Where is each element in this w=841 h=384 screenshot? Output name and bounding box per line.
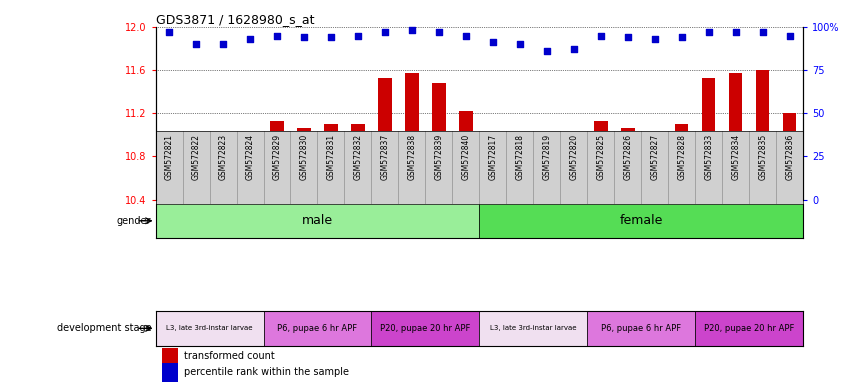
Point — [540, 48, 553, 54]
Bar — [486, 150, 500, 200]
Bar — [479, 204, 803, 238]
Text: GSM572823: GSM572823 — [219, 134, 228, 180]
Text: GSM572833: GSM572833 — [704, 134, 713, 180]
Bar — [189, 192, 203, 200]
Text: GDS3871 / 1628980_s_at: GDS3871 / 1628980_s_at — [156, 13, 314, 26]
Text: GSM572826: GSM572826 — [623, 134, 632, 180]
Bar — [352, 124, 365, 200]
Bar — [696, 311, 803, 346]
Text: GSM572838: GSM572838 — [407, 134, 416, 180]
Bar — [263, 311, 372, 346]
Point — [378, 29, 392, 35]
Point — [513, 41, 526, 47]
Text: GSM572820: GSM572820 — [569, 134, 579, 180]
Bar — [729, 73, 743, 200]
Point — [675, 34, 689, 40]
Bar — [621, 128, 634, 200]
Bar — [243, 160, 257, 200]
Text: GSM572819: GSM572819 — [542, 134, 552, 180]
Text: GSM572840: GSM572840 — [462, 134, 470, 180]
Bar — [587, 311, 696, 346]
Bar — [756, 70, 770, 200]
Point — [702, 29, 716, 35]
Point — [783, 33, 796, 39]
Bar — [156, 204, 479, 238]
Text: GSM572829: GSM572829 — [272, 134, 282, 180]
Text: L3, late 3rd-instar larvae: L3, late 3rd-instar larvae — [167, 325, 253, 331]
Bar — [459, 111, 473, 200]
Text: GSM572830: GSM572830 — [299, 134, 309, 180]
Point — [756, 29, 770, 35]
Bar — [156, 311, 263, 346]
Bar — [783, 113, 796, 200]
Text: P6, pupae 6 hr APF: P6, pupae 6 hr APF — [601, 324, 681, 333]
Text: GSM572834: GSM572834 — [731, 134, 740, 180]
Text: GSM572831: GSM572831 — [326, 134, 336, 180]
Bar — [479, 311, 587, 346]
Text: transformed count: transformed count — [184, 351, 275, 361]
Text: female: female — [620, 214, 663, 227]
Text: GSM572822: GSM572822 — [192, 134, 200, 180]
Bar — [648, 135, 662, 200]
Text: GSM572818: GSM572818 — [516, 134, 524, 180]
Point — [459, 33, 473, 39]
Text: GSM572836: GSM572836 — [785, 134, 794, 180]
Point — [162, 29, 176, 35]
Text: P20, pupae 20 hr APF: P20, pupae 20 hr APF — [704, 324, 795, 333]
Text: GSM572835: GSM572835 — [759, 134, 767, 180]
Bar — [325, 124, 338, 200]
Bar — [270, 121, 283, 200]
Text: GSM572827: GSM572827 — [650, 134, 659, 180]
Text: GSM572817: GSM572817 — [489, 134, 497, 180]
Text: GSM572837: GSM572837 — [380, 134, 389, 180]
Bar — [378, 78, 392, 200]
Bar — [513, 160, 526, 200]
Bar — [540, 199, 553, 200]
Point — [432, 29, 446, 35]
Point — [567, 46, 580, 53]
Text: GSM572828: GSM572828 — [677, 134, 686, 180]
Point — [405, 27, 419, 33]
Bar — [162, 142, 176, 200]
Bar — [432, 83, 446, 200]
Bar — [702, 78, 716, 200]
Bar — [405, 73, 419, 200]
Text: L3, late 3rd-instar larvae: L3, late 3rd-instar larvae — [490, 325, 577, 331]
Bar — [675, 124, 689, 200]
Bar — [216, 194, 230, 200]
Point — [352, 33, 365, 39]
Text: GSM572825: GSM572825 — [596, 134, 606, 180]
Bar — [594, 121, 607, 200]
Text: GSM572832: GSM572832 — [353, 134, 362, 180]
Text: P20, pupae 20 hr APF: P20, pupae 20 hr APF — [380, 324, 471, 333]
Text: P6, pupae 6 hr APF: P6, pupae 6 hr APF — [278, 324, 357, 333]
Text: GSM572824: GSM572824 — [246, 134, 255, 180]
Point — [325, 34, 338, 40]
Bar — [567, 195, 580, 200]
Point — [729, 29, 743, 35]
Point — [243, 36, 257, 42]
Bar — [372, 311, 479, 346]
Bar — [162, 348, 177, 367]
Point — [486, 40, 500, 46]
Point — [648, 36, 662, 42]
Point — [621, 34, 634, 40]
Text: male: male — [302, 214, 333, 227]
Bar — [162, 363, 177, 382]
Point — [216, 41, 230, 47]
Point — [297, 34, 310, 40]
Text: GSM572839: GSM572839 — [435, 134, 443, 180]
Point — [270, 33, 283, 39]
Point — [189, 41, 203, 47]
Bar — [297, 128, 310, 200]
Text: gender: gender — [117, 216, 151, 226]
Text: development stage: development stage — [56, 323, 151, 333]
Text: percentile rank within the sample: percentile rank within the sample — [184, 367, 349, 377]
Text: GSM572821: GSM572821 — [165, 134, 173, 180]
Point — [594, 33, 607, 39]
